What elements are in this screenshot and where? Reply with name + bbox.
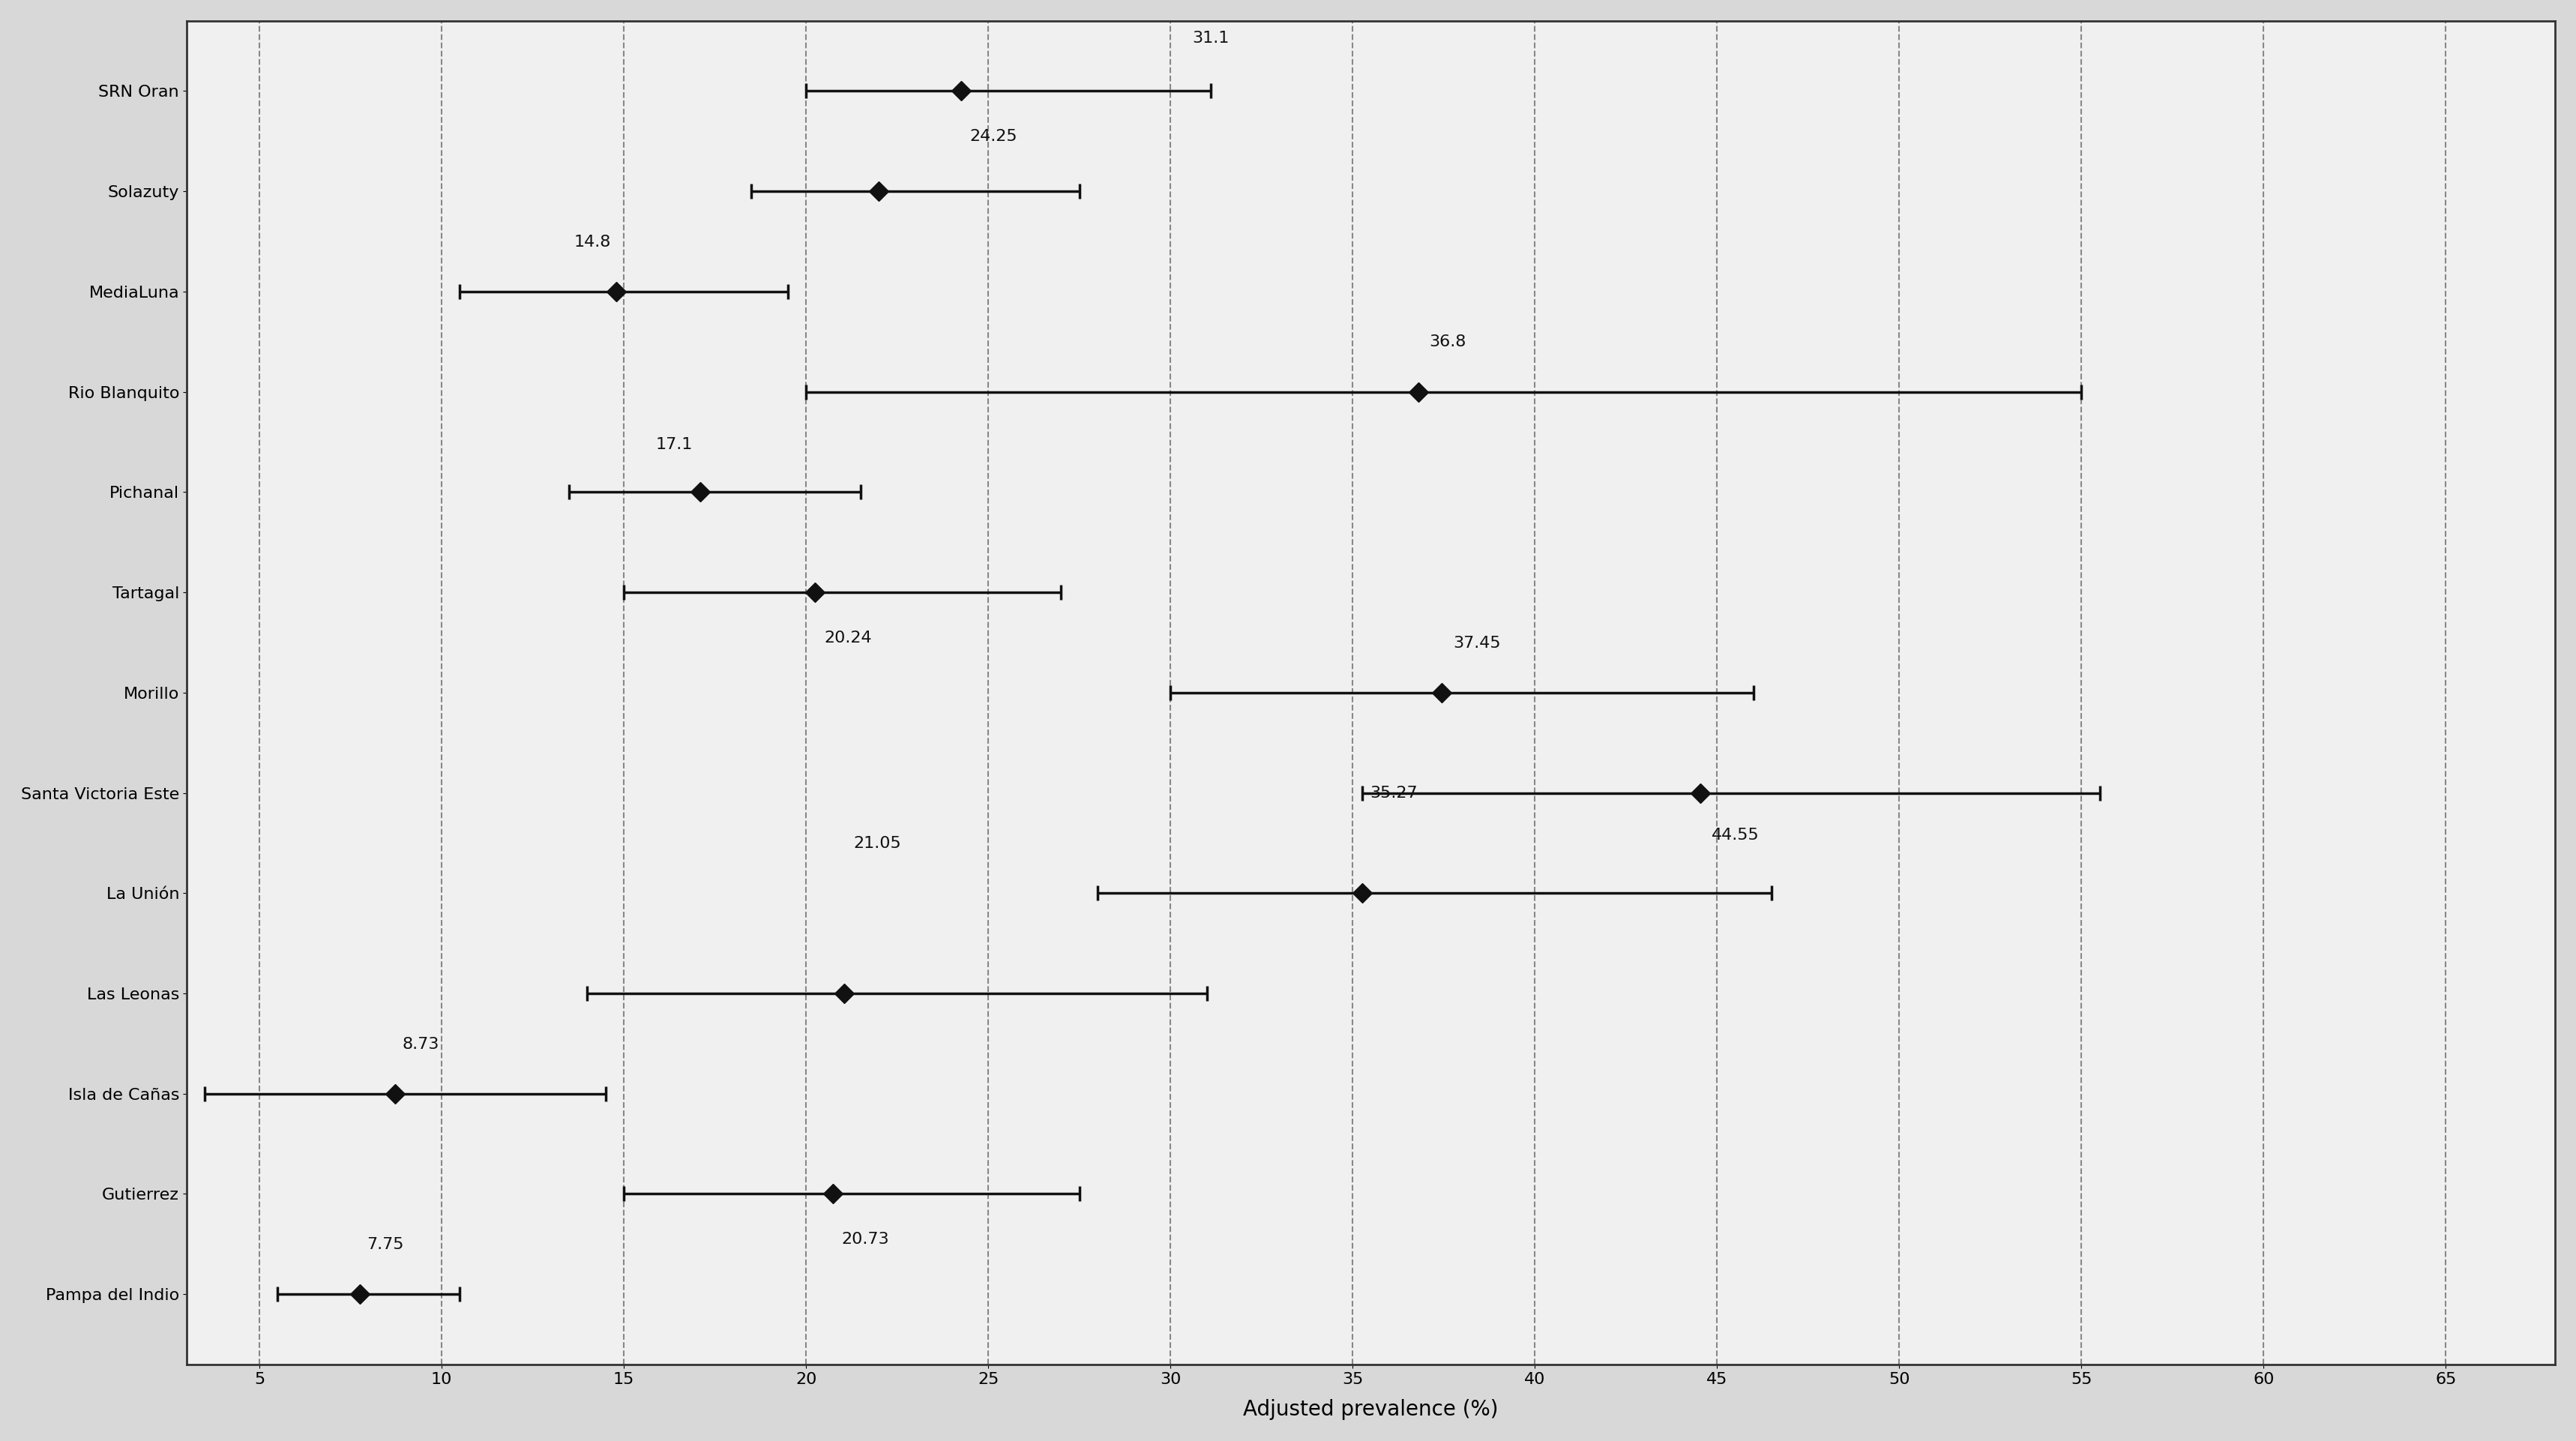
Text: 21.05: 21.05: [853, 836, 902, 852]
Text: 36.8: 36.8: [1430, 334, 1466, 350]
Text: 7.75: 7.75: [366, 1238, 404, 1252]
Text: 17.1: 17.1: [657, 437, 693, 452]
X-axis label: Adjusted prevalence (%): Adjusted prevalence (%): [1244, 1399, 1499, 1421]
Text: 37.45: 37.45: [1453, 635, 1502, 650]
Text: 44.55: 44.55: [1710, 829, 1759, 843]
Text: 24.25: 24.25: [971, 130, 1018, 144]
Text: 8.73: 8.73: [402, 1036, 440, 1052]
Text: 31.1: 31.1: [1193, 30, 1229, 46]
Text: 20.24: 20.24: [824, 631, 871, 646]
Text: 35.27: 35.27: [1370, 785, 1417, 800]
Text: 14.8: 14.8: [574, 235, 611, 249]
Text: 20.73: 20.73: [842, 1232, 889, 1246]
